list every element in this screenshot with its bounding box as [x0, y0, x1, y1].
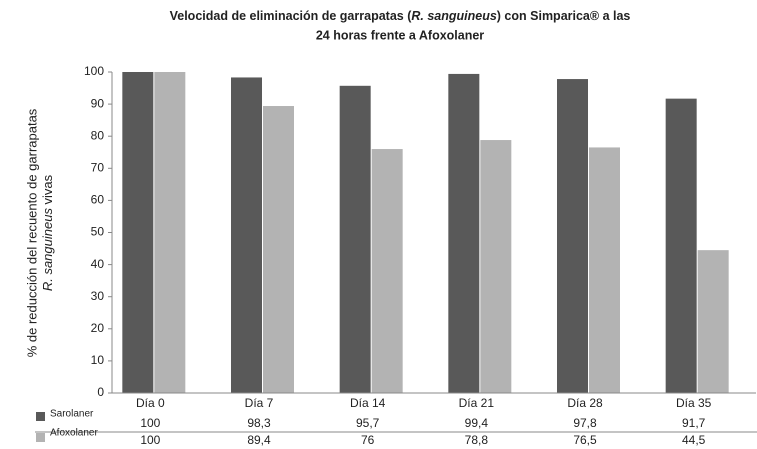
bar — [557, 79, 588, 393]
y-tick-label: 10 — [91, 353, 105, 367]
x-tick-label: Día 7 — [245, 396, 274, 410]
y-tick-label: 40 — [91, 257, 105, 271]
table-cell: 44,5 — [682, 433, 706, 447]
legend-label: Afoxolaner — [50, 428, 98, 439]
bar — [122, 72, 154, 393]
y-tick-label: 60 — [91, 193, 105, 207]
table-cell: 95,7 — [356, 416, 380, 430]
table-cell: 76,5 — [573, 433, 597, 447]
bar — [263, 106, 294, 393]
table-cell: 98,3 — [247, 416, 271, 430]
y-tick-label: 0 — [97, 385, 104, 399]
table-cell: 76 — [361, 433, 375, 447]
y-tick-label: 90 — [91, 96, 105, 110]
y-label-line: % de reducción del recuento de garrapata… — [24, 108, 39, 357]
table-cell: 89,4 — [247, 433, 271, 447]
bar — [339, 85, 371, 393]
legend-label: Sarolaner — [50, 409, 94, 420]
y-axis-label: % de reducción del recuento de garrapata… — [24, 108, 55, 357]
table-cell: 78,8 — [465, 433, 489, 447]
title-part: R. sanguineus — [411, 9, 496, 23]
x-tick-label: Día 14 — [350, 396, 386, 410]
y-label-part: R. sanguineus — [40, 208, 55, 292]
x-tick-label: Día 35 — [676, 396, 712, 410]
table-cell: 97,8 — [573, 416, 597, 430]
y-tick-label: 70 — [91, 160, 105, 174]
y-tick-label: 50 — [91, 225, 105, 239]
bar — [589, 147, 620, 393]
bar — [697, 250, 729, 393]
bar — [665, 98, 697, 393]
bar — [154, 72, 186, 393]
bar — [480, 140, 512, 393]
table-cell: 91,7 — [682, 416, 706, 430]
table-cell: 100 — [140, 416, 160, 430]
x-tick-label: Día 0 — [136, 396, 165, 410]
y-label-line: R. sanguineus vivas — [40, 174, 55, 291]
bar — [371, 149, 403, 393]
table-cell: 99,4 — [465, 416, 489, 430]
legend-swatch — [36, 412, 45, 421]
x-tick-label: Día 28 — [567, 396, 603, 410]
title-part: ) con Simparica® a las — [497, 9, 631, 23]
y-tick-label: 80 — [91, 128, 105, 142]
legend-swatch — [36, 433, 45, 442]
bar — [448, 73, 480, 394]
table-cell: 100 — [140, 433, 160, 447]
chart-title: 24 horas frente a Afoxolaner — [316, 28, 484, 42]
y-label-part: vivas — [40, 174, 55, 208]
y-tick-label: 100 — [84, 64, 104, 78]
y-tick-label: 20 — [91, 321, 105, 335]
y-tick-label: 30 — [91, 289, 105, 303]
chart-title: Velocidad de eliminación de garrapatas (… — [170, 9, 631, 23]
bar — [231, 77, 262, 393]
x-tick-label: Día 21 — [459, 396, 495, 410]
title-part: Velocidad de eliminación de garrapatas ( — [170, 9, 413, 23]
